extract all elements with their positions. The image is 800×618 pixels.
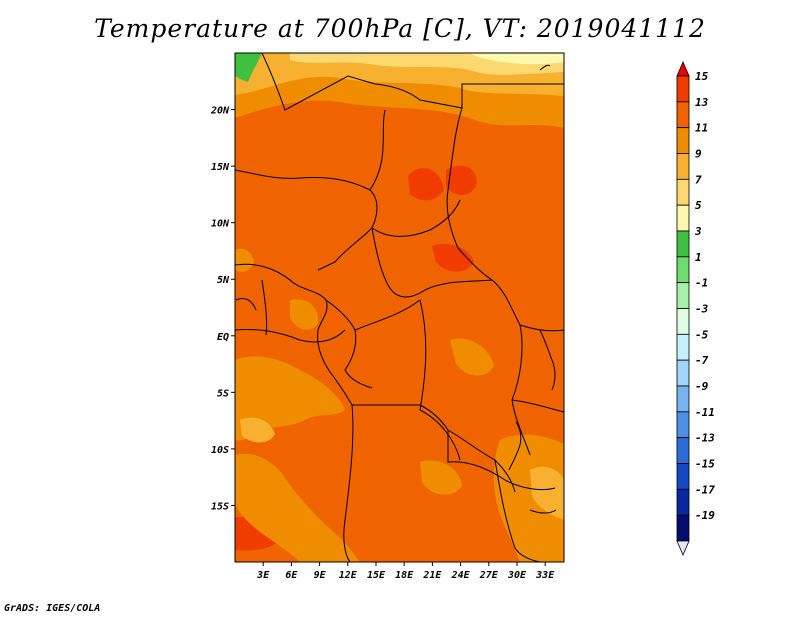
colorbar-label: -5 [695,328,709,341]
colorbar-swatch [676,411,690,439]
colorbar-bottom-arrow [676,540,690,557]
lon-label: 24E [451,570,471,581]
colorbar-swatch [676,127,690,154]
lat-label: 5S [217,388,229,399]
map-frame [234,52,565,563]
colorbar-swatch [676,178,690,206]
colorbar-swatch [676,101,690,129]
colorbar-swatch [676,437,690,464]
latitude-axis: 20N 15N 10N 5N EQ 5S 10S 15S [210,106,235,512]
lon-label: 6E [285,570,298,581]
map-title: Temperature at 700hPa [C], VT: 201904111… [94,14,706,43]
colorbar-label: -11 [695,406,715,419]
lat-label: 10N [211,219,230,230]
colorbar-swatch [676,308,690,335]
lat-label: EQ [217,332,229,343]
lon-label: 21E [422,570,442,581]
colorbar-label: -7 [695,354,709,367]
colorbar-label: 7 [695,173,702,186]
colorbar-swatch [676,153,690,180]
colorbar-label: -3 [695,303,709,316]
lon-label: 18E [395,570,414,581]
lon-label: 30E [507,570,527,581]
colorbar-swatch [676,230,690,258]
temperature-field [235,53,564,562]
lat-label: 20N [210,106,230,117]
lat-label: 15S [211,501,229,512]
colorbar-label: 5 [695,199,702,212]
colorbar-swatch [676,75,690,103]
colorbar-swatch [676,385,690,413]
colorbar-label: 9 [695,148,702,161]
lat-label: 10S [211,445,229,456]
lon-label: 27E [479,570,499,581]
colorbar-label: -13 [695,432,715,445]
colorbar-swatch [676,463,690,490]
colorbar-swatch [676,282,690,309]
colorbar-swatch [676,333,690,361]
longitude-axis: 3E 6E 9E 12E 15E 18E 21E 24E 27E 30E 33E [256,562,555,581]
lat-label: 5N [217,275,230,286]
colorbar-label: 1 [695,251,702,264]
lon-label: 12E [339,570,358,581]
lon-label: 9E [314,570,327,581]
colorbar-label: -17 [695,483,715,496]
colorbar-swatch [676,514,690,542]
lon-label: 3E [256,570,270,581]
colorbar-label: -1 [695,277,708,290]
lon-label: 15E [367,570,386,581]
colorbar-swatch [676,256,690,284]
colorbar-label: -9 [695,380,709,393]
colorbar-swatch [676,359,690,387]
colorbar: 15 13 11 9 7 5 3 1 -1 -3 -5 -7 -9 -11 -13 -15 -17 -19 [676,60,715,557]
colorbar-label: 3 [694,225,702,238]
country-borders [235,53,564,562]
grads-credit: GrADS: IGES/COLA [4,603,101,614]
colorbar-label: 13 [695,96,709,109]
colorbar-label: 15 [695,70,709,83]
lon-label: 33E [535,570,555,581]
colorbar-swatch [676,204,690,232]
colorbar-label: 11 [695,122,708,135]
colorbar-swatch [676,488,690,516]
colorbar-label: -15 [695,458,715,471]
lat-label: 15N [211,162,230,173]
colorbar-label: -19 [695,509,715,522]
colorbar-top-arrow [676,60,690,77]
